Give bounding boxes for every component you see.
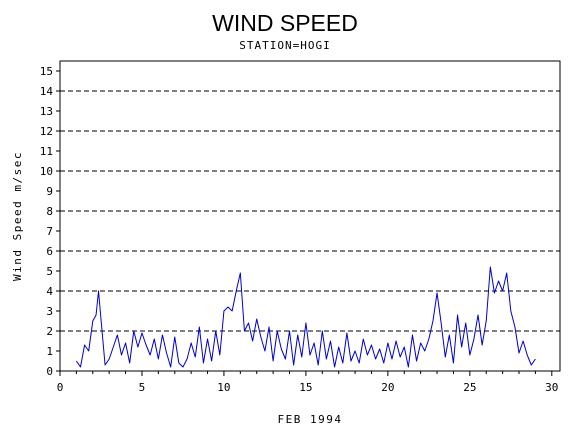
y-tick-label: 2 — [46, 325, 53, 338]
y-tick-label: 9 — [46, 185, 53, 198]
y-tick-label: 10 — [40, 165, 53, 178]
y-tick-label: 0 — [46, 365, 53, 378]
y-tick-label: 12 — [40, 125, 53, 138]
x-tick-label: 15 — [299, 381, 312, 394]
y-tick-label: 14 — [40, 85, 54, 98]
x-axis-ticks: 0 5 10 15 20 25 30 — [57, 371, 558, 394]
y-tick-label: 15 — [40, 65, 53, 78]
y-tick-label: 11 — [40, 145, 53, 158]
x-tick-label: 20 — [381, 381, 394, 394]
x-tick-label: 25 — [463, 381, 476, 394]
y-tick-label: 1 — [46, 345, 53, 358]
series-line — [75, 266, 536, 368]
x-axis-label: FEB 1994 — [278, 413, 343, 426]
y-tick-label: 6 — [46, 245, 53, 258]
x-tick-label: 30 — [545, 381, 558, 394]
reference-lines — [60, 90, 560, 332]
x-tick-label: 0 — [57, 381, 64, 394]
chart-title: WIND SPEED — [212, 10, 358, 36]
x-tick-label: 5 — [139, 381, 146, 394]
y-tick-label: 3 — [46, 305, 53, 318]
y-tick-label: 8 — [46, 205, 53, 218]
x-tick-label: 10 — [217, 381, 230, 394]
y-tick-label: 5 — [46, 265, 53, 278]
y-tick-label: 4 — [46, 285, 53, 298]
y-tick-label: 13 — [40, 105, 53, 118]
series-group — [75, 266, 536, 368]
chart-subtitle: STATION=HOGI — [239, 39, 330, 52]
y-tick-label: 7 — [46, 225, 53, 238]
y-axis-label: Wind Speed m/sec — [11, 151, 24, 281]
plot-frame — [59, 60, 561, 372]
